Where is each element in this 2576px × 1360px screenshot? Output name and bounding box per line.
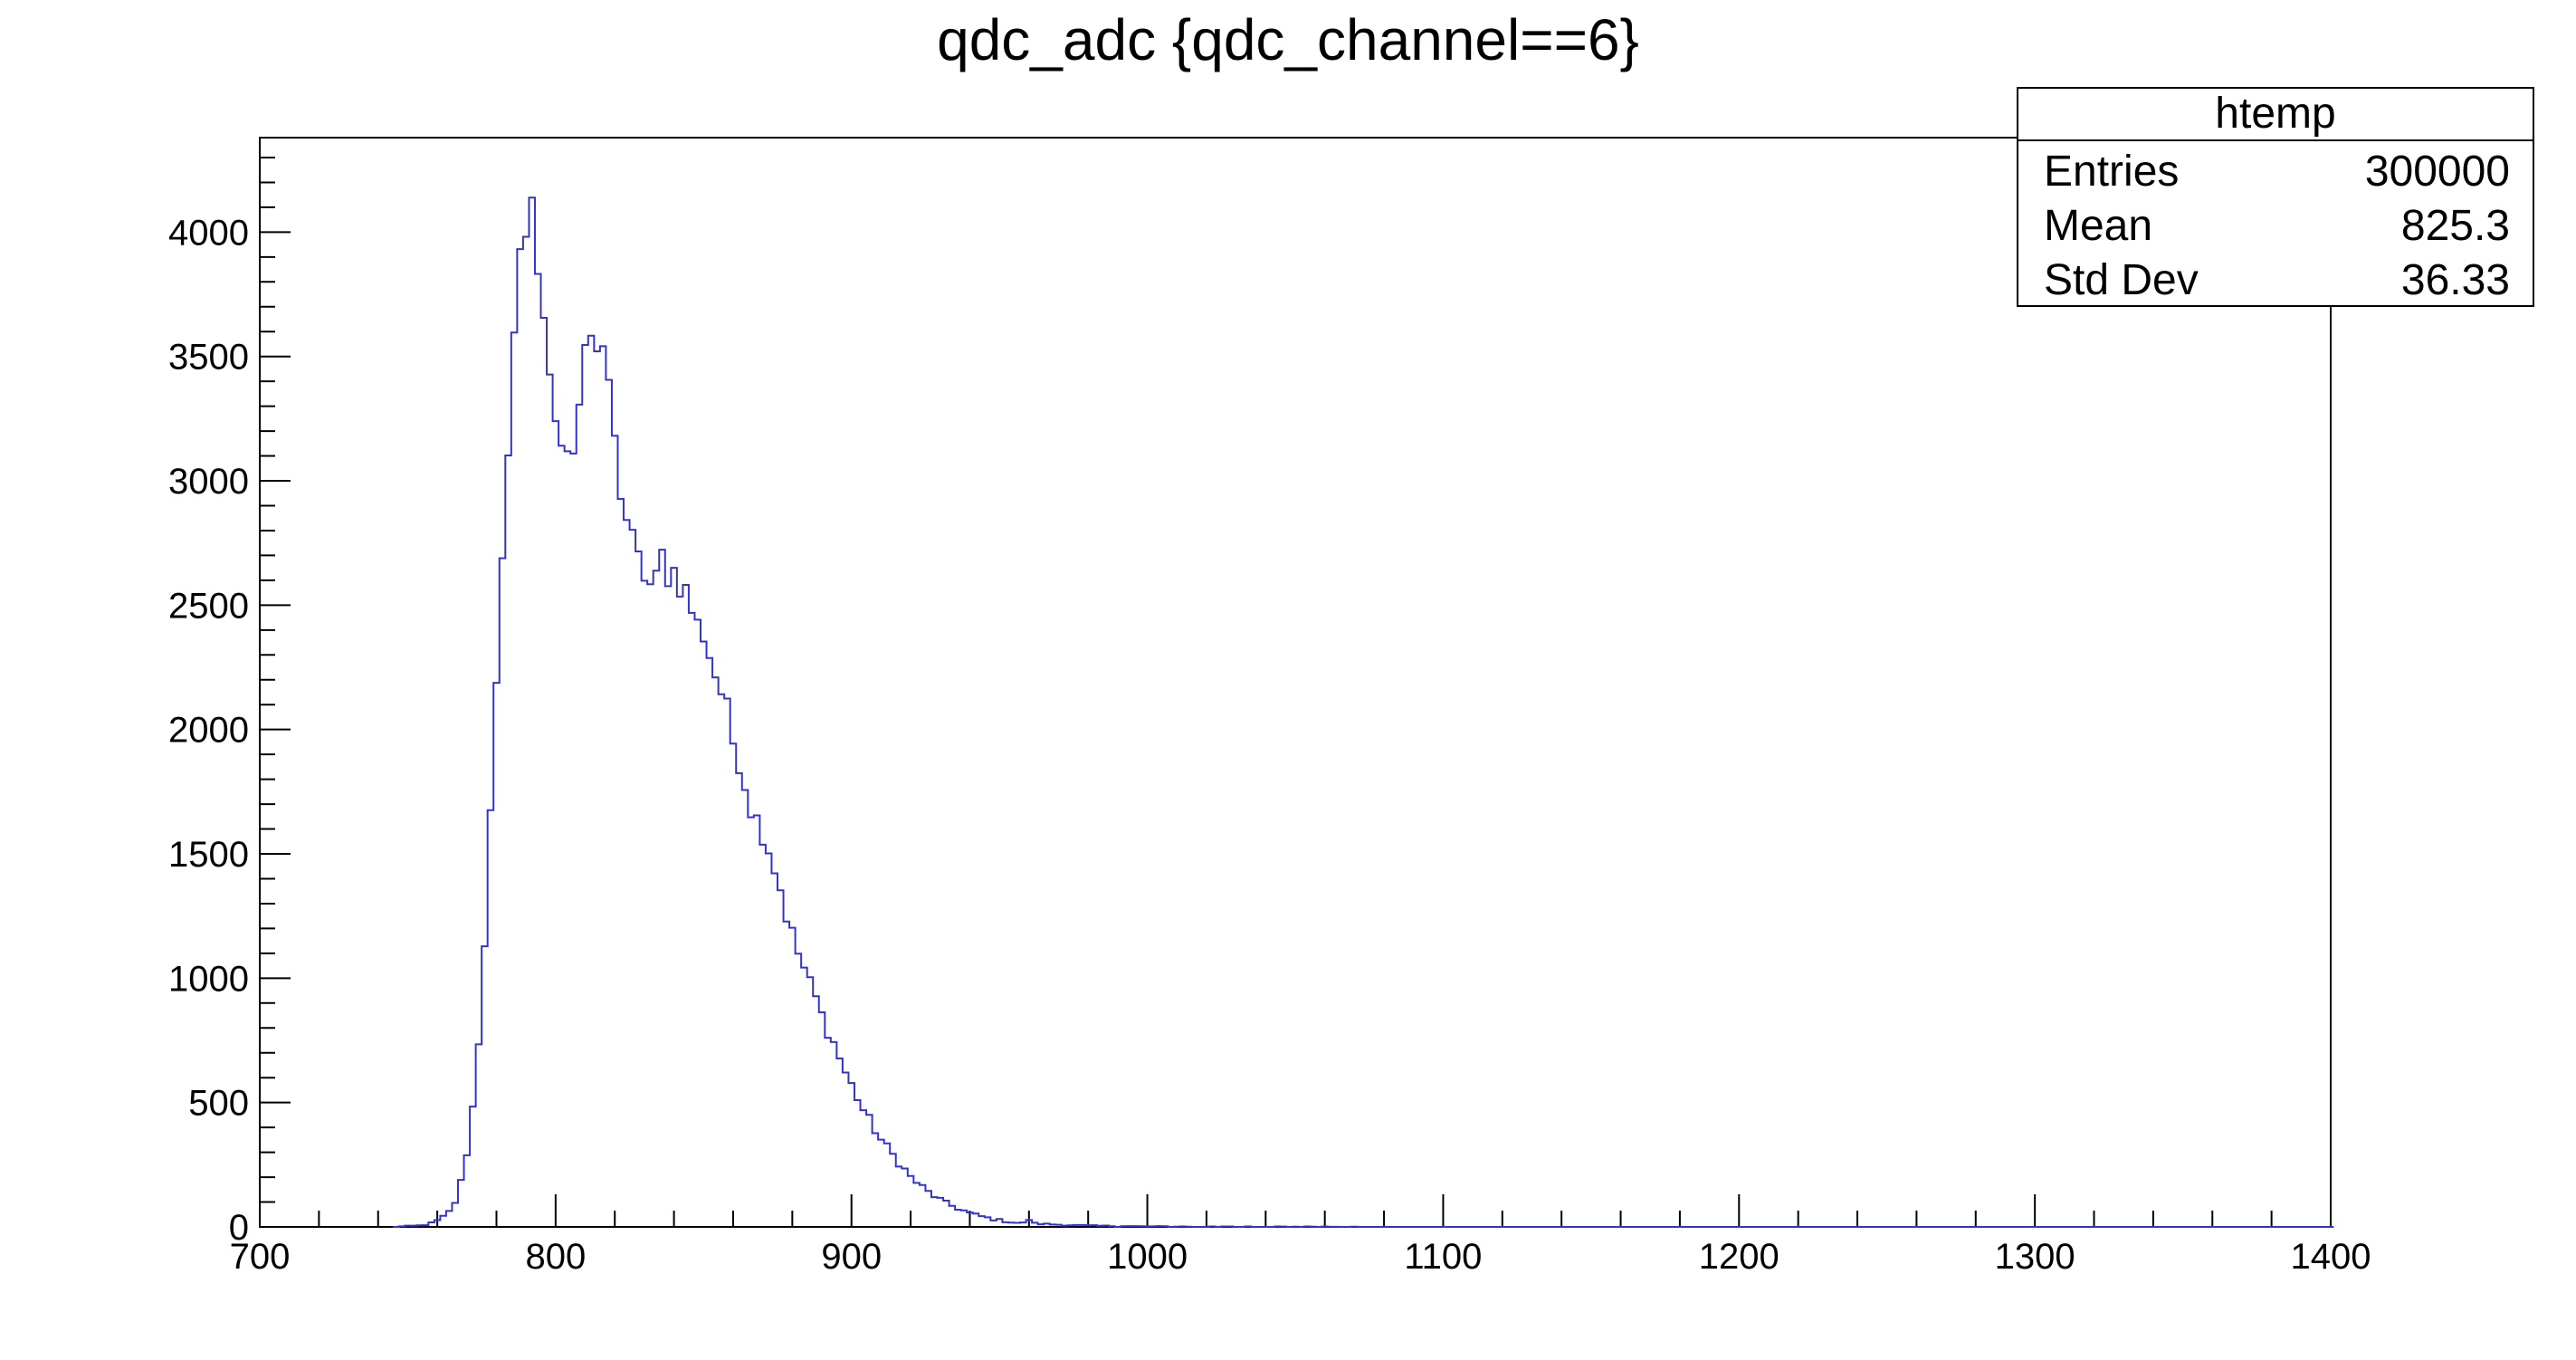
stats-box-title: htemp <box>2215 90 2335 138</box>
stats-value-stddev: 36.33 <box>2401 256 2510 304</box>
x-tick-label: 1400 <box>2291 1237 2371 1277</box>
stats-label-stddev: Std Dev <box>2044 256 2199 304</box>
chart-title: qdc_adc {qdc_channel==6} <box>937 7 1639 72</box>
stats-value-entries: 300000 <box>2365 148 2510 196</box>
stats-label-entries: Entries <box>2044 148 2179 196</box>
x-tick-label: 800 <box>525 1237 586 1277</box>
y-tick-label: 2500 <box>168 586 249 626</box>
x-axis: 700 800 900 1000 1100 1200 1300 1400 <box>230 1194 2371 1277</box>
x-tick-label: 1100 <box>1404 1237 1482 1277</box>
x-tick-label: 900 <box>821 1237 882 1277</box>
y-tick-label: 2000 <box>168 711 249 751</box>
histogram-series-line <box>393 196 2334 1228</box>
x-tick-label: 700 <box>230 1237 291 1277</box>
x-tick-label: 1000 <box>1107 1237 1188 1277</box>
stats-value-mean: 825.3 <box>2401 202 2510 250</box>
stats-label-mean: Mean <box>2044 202 2152 250</box>
y-tick-label: 4000 <box>168 213 249 253</box>
stats-box-frame <box>2017 87 2534 307</box>
y-tick-label: 3000 <box>168 462 249 502</box>
x-tick-label: 1200 <box>1699 1237 1779 1277</box>
y-tick-label: 500 <box>188 1084 249 1124</box>
y-axis: 0 500 1000 1500 2000 2500 3000 3500 4000 <box>168 156 291 1248</box>
stats-box: htemp Entries 300000 Mean 825.3 Std Dev … <box>2017 87 2534 307</box>
y-tick-label: 3500 <box>168 338 249 378</box>
y-tick-label: 1000 <box>168 959 249 999</box>
x-tick-label: 1300 <box>1995 1237 2075 1277</box>
y-tick-label: 0 <box>229 1208 249 1248</box>
y-tick-label: 1500 <box>168 835 249 875</box>
